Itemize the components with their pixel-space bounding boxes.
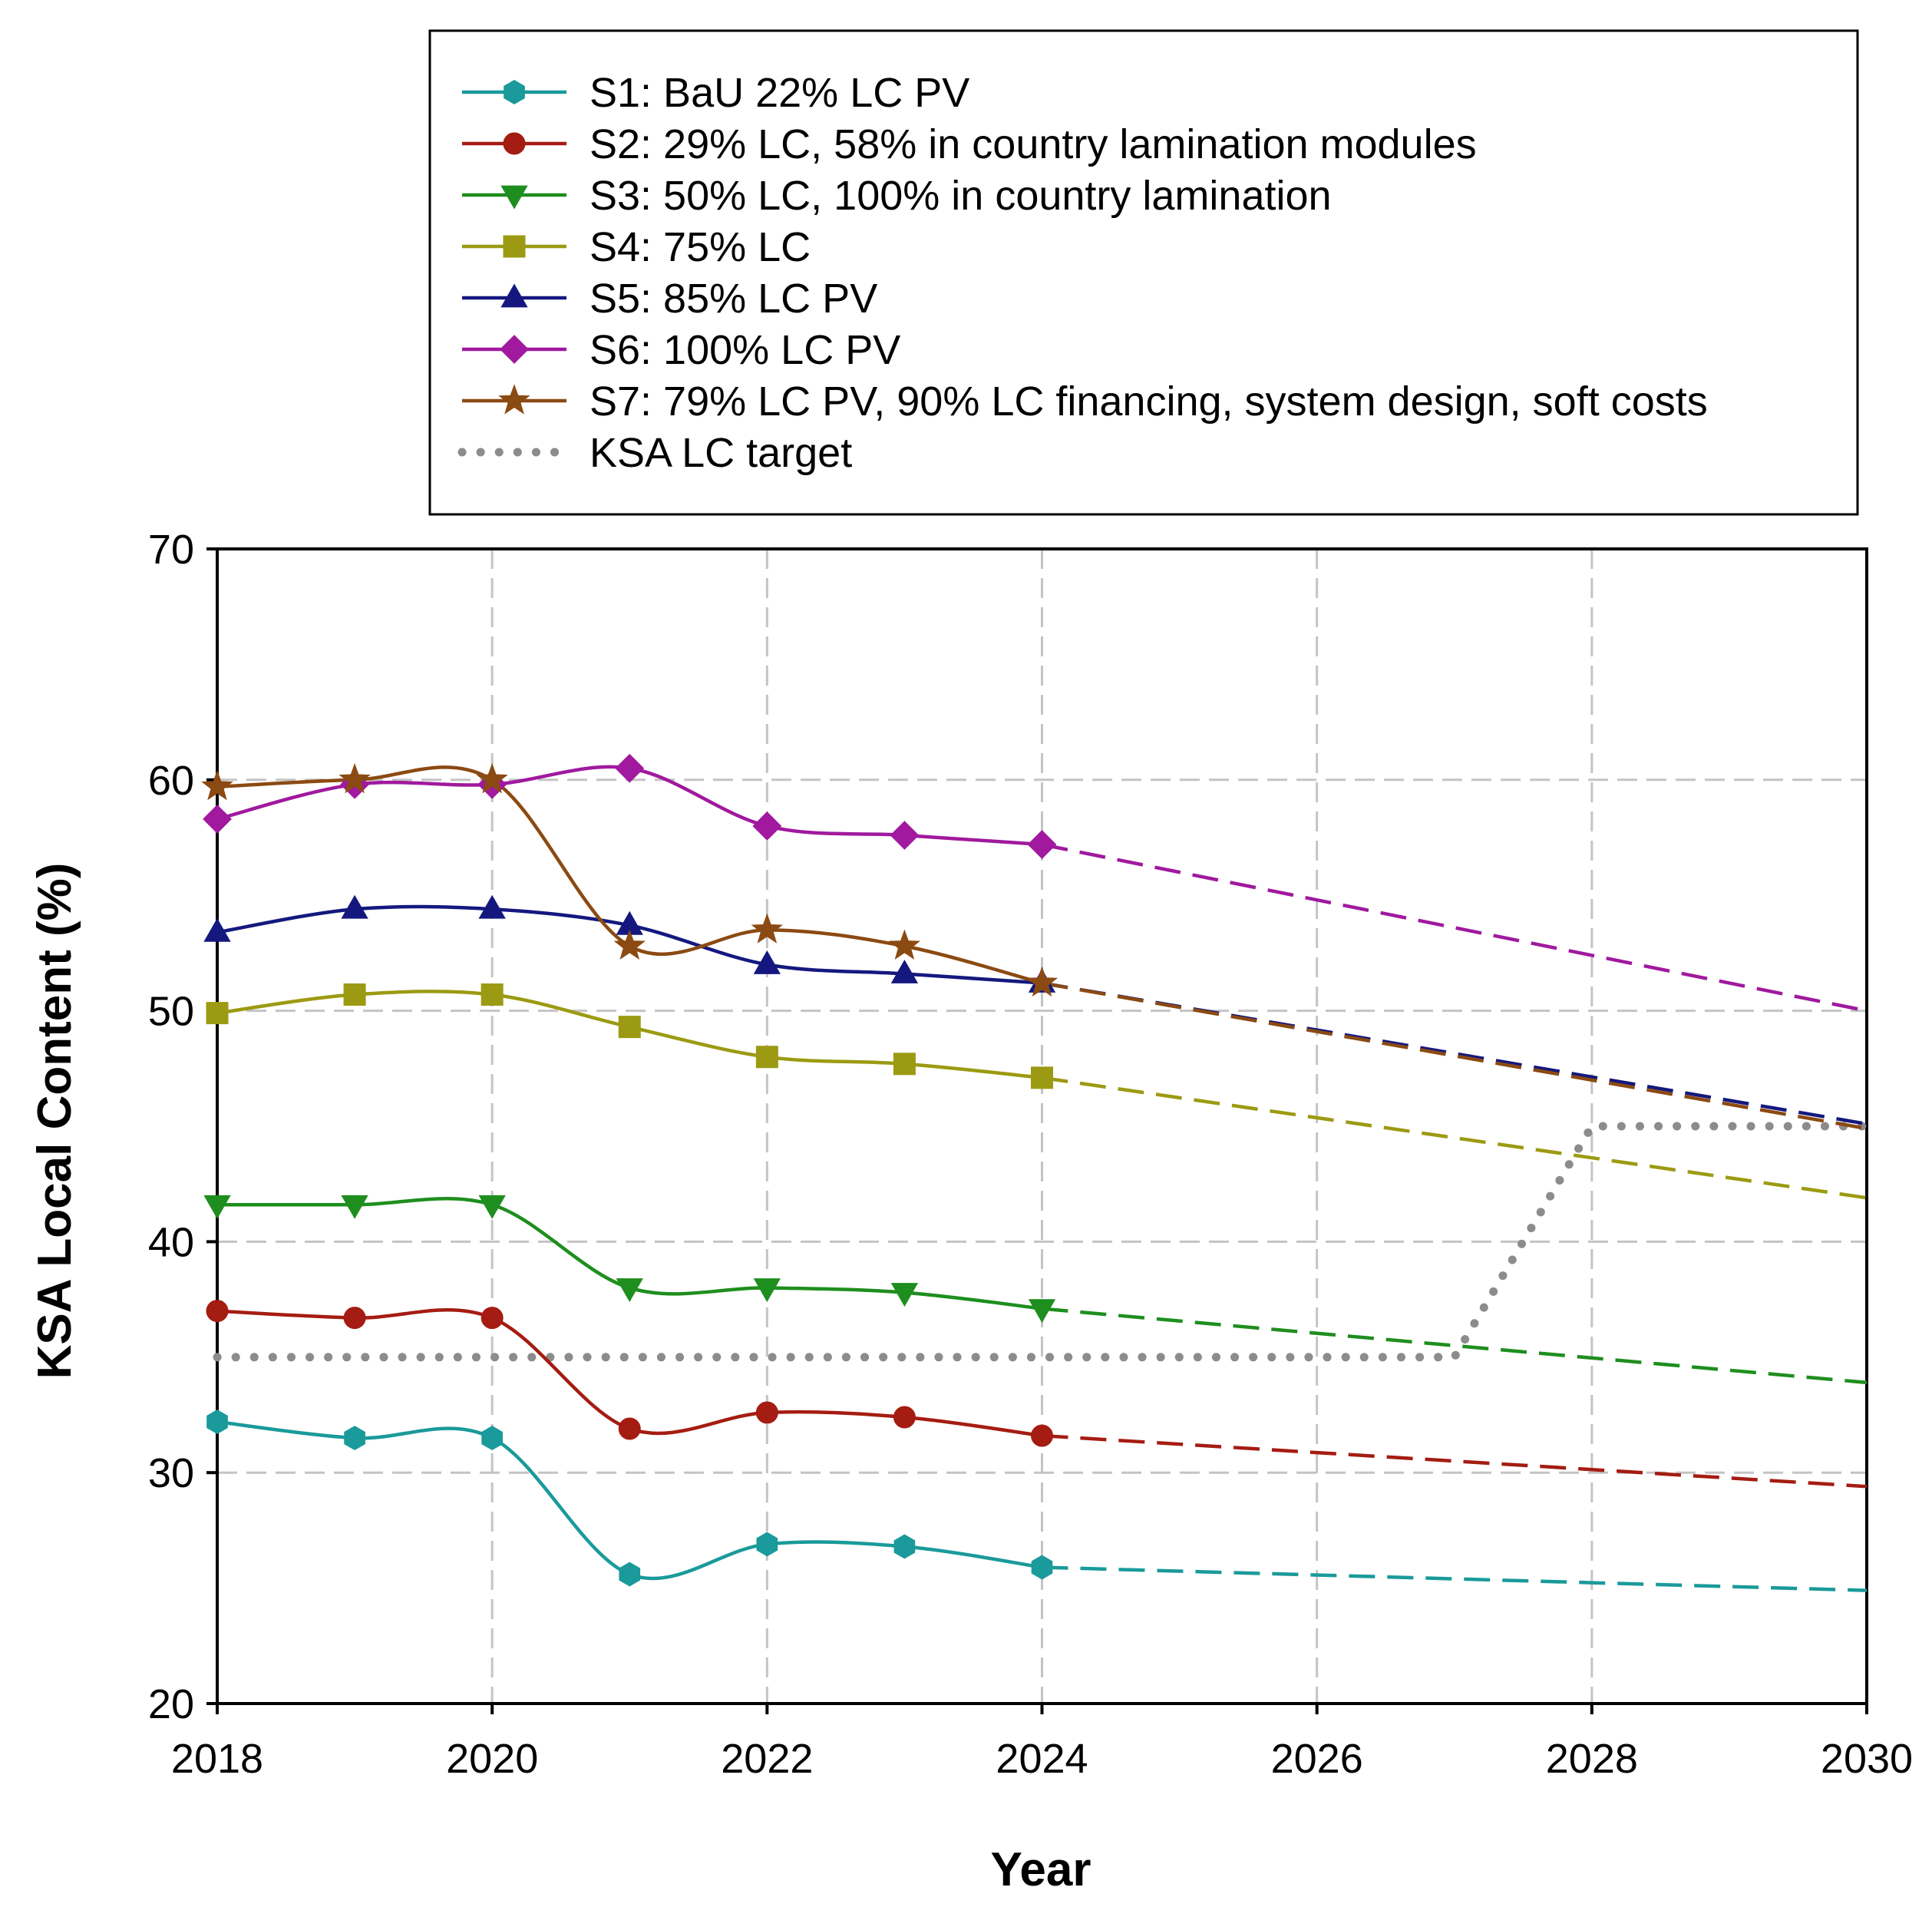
legend-label: S1: BaU 22% LC PV — [590, 70, 969, 116]
data-point-s7 — [751, 913, 784, 944]
data-point-s6 — [615, 753, 645, 783]
series-markers — [201, 753, 1058, 1587]
x-tick-label: 2028 — [1546, 1736, 1638, 1782]
legend-marker-s4 — [503, 235, 526, 258]
legend-marker-s3 — [500, 185, 528, 210]
x-tick-label: 2020 — [446, 1736, 538, 1782]
y-tick-label: 40 — [148, 1219, 194, 1265]
data-point-s1 — [893, 1534, 916, 1559]
legend-marker-s1 — [504, 80, 525, 104]
x-tick-label: 2018 — [171, 1736, 263, 1782]
legend-label: S7: 79% LC PV, 90% LC financing, system … — [590, 378, 1708, 425]
data-point-s5 — [753, 950, 781, 974]
data-point-s2 — [343, 1307, 366, 1330]
series-projection-s1 — [1042, 1565, 1868, 1592]
series-projection-s7 — [1042, 981, 1868, 1131]
data-point-s6 — [1027, 830, 1057, 859]
data-point-s2 — [618, 1417, 641, 1440]
legend-label: S2: 29% LC, 58% in country lamination mo… — [590, 121, 1477, 167]
x-tick-label: 2026 — [1271, 1736, 1363, 1782]
data-point-s2 — [481, 1307, 504, 1330]
legend-label: S5: 85% LC PV — [590, 276, 877, 322]
data-point-s1 — [619, 1562, 641, 1587]
data-point-s7 — [476, 763, 508, 794]
data-point-s4 — [343, 983, 366, 1006]
data-point-s3 — [478, 1195, 506, 1219]
grid-lines — [217, 549, 1867, 1704]
data-point-s1 — [481, 1426, 504, 1451]
data-point-s4 — [1031, 1066, 1053, 1089]
data-point-s5 — [890, 959, 919, 983]
legend-marker-s2 — [503, 132, 526, 155]
data-point-s7 — [339, 763, 371, 794]
data-point-s4 — [618, 1016, 641, 1039]
data-point-s7 — [201, 770, 233, 801]
data-point-s4 — [755, 1046, 778, 1069]
target-series-line — [213, 1122, 1871, 1362]
data-point-s7 — [888, 929, 921, 960]
legend-box — [428, 29, 1859, 516]
series-line-s1 — [216, 1420, 1042, 1581]
data-point-s6 — [203, 805, 232, 834]
data-point-s3 — [1028, 1299, 1056, 1324]
series-projection-s3 — [1042, 1307, 1868, 1385]
y-tick-label: 60 — [148, 758, 194, 804]
data-point-s7 — [1025, 966, 1058, 997]
x-tick-label: 2022 — [721, 1736, 813, 1782]
data-point-s3 — [753, 1278, 781, 1303]
x-axis-title: Year — [990, 1843, 1091, 1896]
series-projection-s4 — [1042, 1076, 1868, 1200]
legend-marker-s5 — [500, 283, 528, 308]
data-point-s3 — [341, 1195, 368, 1219]
y-tick-label: 20 — [148, 1681, 194, 1727]
data-point-s3 — [890, 1283, 919, 1307]
legend-marker-s7 — [498, 384, 530, 415]
data-point-s2 — [1031, 1424, 1053, 1447]
legend-marker-s6 — [500, 335, 529, 364]
series-projection-s6 — [1042, 842, 1868, 1013]
data-point-s3 — [203, 1195, 231, 1219]
legend-label: S6: 100% LC PV — [590, 327, 900, 373]
data-point-s1 — [206, 1410, 228, 1435]
legend-label: S3: 50% LC, 100% in country lamination — [590, 173, 1332, 219]
x-tick-label: 2024 — [996, 1736, 1088, 1782]
axis-ticks — [206, 547, 1868, 1714]
data-point-s6 — [752, 811, 782, 841]
data-point-s2 — [755, 1401, 778, 1424]
y-axis-title: KSA Local Content (%) — [28, 863, 81, 1380]
data-point-s5 — [203, 917, 231, 942]
legend-label: KSA LC target — [590, 430, 852, 476]
x-tick-label: 2030 — [1821, 1736, 1913, 1782]
data-point-s1 — [1031, 1555, 1053, 1580]
data-point-s5 — [341, 894, 368, 919]
data-point-s3 — [616, 1278, 643, 1303]
legend: S1: BaU 22% LC PV S2: 29% LC, 58% in coun… — [428, 29, 1859, 516]
data-point-s1 — [344, 1426, 365, 1451]
series-line-s2 — [216, 1308, 1042, 1438]
y-tick-label: 30 — [148, 1450, 194, 1496]
data-point-s2 — [206, 1300, 229, 1323]
y-tick-label: 50 — [148, 989, 194, 1035]
target-line — [213, 1122, 1871, 1362]
data-point-s2 — [893, 1406, 916, 1429]
data-point-s5 — [478, 894, 506, 919]
data-point-s1 — [756, 1532, 778, 1557]
series-projection-s2 — [1042, 1433, 1868, 1489]
data-point-s7 — [613, 929, 646, 960]
data-point-s4 — [893, 1053, 916, 1076]
data-point-s4 — [481, 983, 504, 1006]
data-point-s4 — [206, 1002, 229, 1025]
legend-label: S4: 75% LC — [590, 224, 811, 270]
y-tick-label: 70 — [148, 527, 194, 573]
data-point-s6 — [890, 821, 920, 850]
